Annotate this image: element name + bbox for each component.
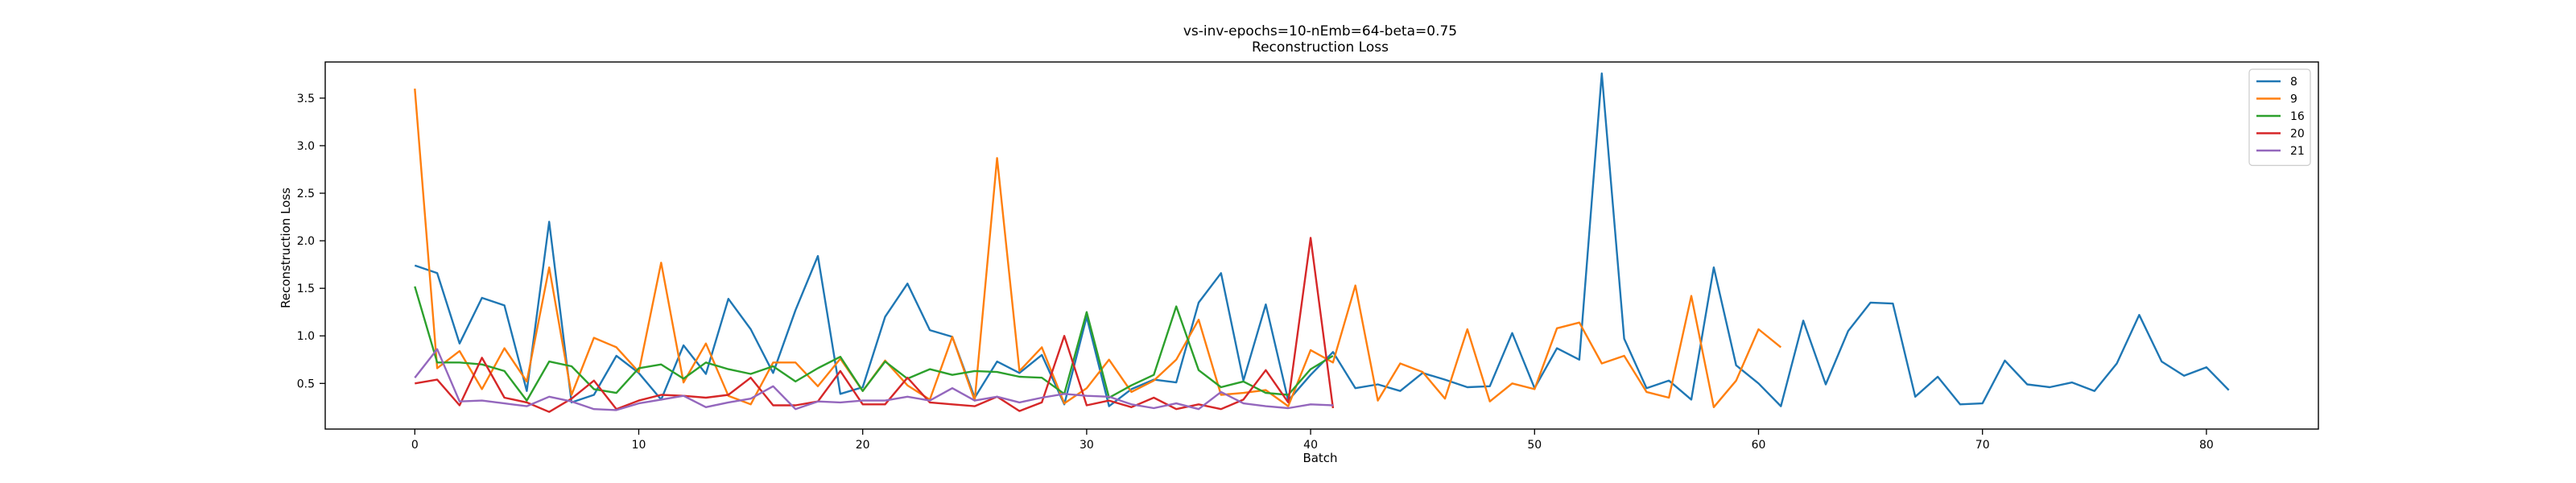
chart-subtitle: Reconstruction Loss [1252,39,1389,56]
chart-title: vs-inv-epochs=10-nEmb=64-beta=0.75 [1183,23,1457,39]
y-axis-label: Reconstruction Loss [279,188,293,308]
series-lines [414,72,2230,413]
legend-label-16: 16 [2290,110,2305,123]
x-tick-label: 50 [1527,439,1542,452]
legend-box [2248,68,2311,167]
legend: 8 9 16 20 21 [2248,68,2311,167]
x-tick-label: 70 [1975,439,1990,452]
x-tick-label: 10 [632,439,646,452]
axes-frame [324,61,2319,430]
y-tick-label: 3.0 [297,140,315,153]
x-tick-label: 40 [1303,439,1318,452]
legend-label-21: 21 [2290,145,2305,158]
x-axis-label: Batch [1302,451,1337,465]
x-tick-label: 80 [2199,439,2214,452]
legend-label-20: 20 [2290,128,2305,141]
y-tick-label: 1.0 [297,330,315,343]
x-tick-label: 60 [1752,439,1766,452]
axes: 0 10 20 30 40 50 60 70 80 0.5 1.0 1.5 2.0 2.5 3.0 3.5 [297,61,2319,452]
y-tick-label: 3.5 [297,93,315,105]
series-line-9 [414,89,1782,408]
y-tick-label: 1.5 [297,283,315,295]
legend-label-8: 8 [2290,76,2297,89]
x-tick-label: 30 [1080,439,1094,452]
y-tick-label: 2.5 [297,188,315,200]
series-line-21 [414,348,1333,411]
x-tick-label: 20 [856,439,870,452]
legend-label-9: 9 [2290,93,2297,106]
y-tick-label: 2.0 [297,235,315,248]
x-tick-label: 0 [411,439,419,452]
series-line-16 [414,286,1334,402]
y-tick-label: 0.5 [297,378,315,390]
